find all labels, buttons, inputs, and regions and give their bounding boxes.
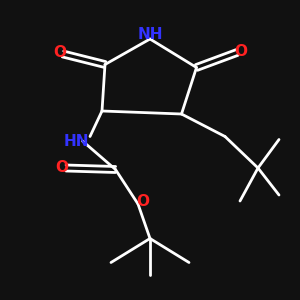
Text: O: O bbox=[136, 194, 149, 208]
Text: O: O bbox=[55, 160, 68, 175]
Text: O: O bbox=[53, 45, 66, 60]
Text: O: O bbox=[234, 44, 247, 59]
Text: HN: HN bbox=[64, 134, 89, 148]
Text: NH: NH bbox=[137, 27, 163, 42]
